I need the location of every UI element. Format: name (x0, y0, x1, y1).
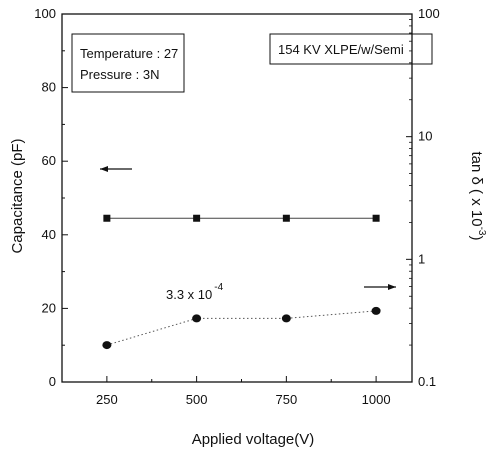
y-left-tick-label: 40 (42, 227, 56, 242)
x-tick-label: 750 (276, 392, 298, 407)
capacitance-point (282, 214, 290, 222)
pressure-text: Pressure : 3N (80, 67, 159, 82)
tan-delta-series (102, 306, 381, 350)
cable-type-text: 154 KV XLPE/w/Semi (278, 42, 404, 57)
capacitance-series (103, 214, 380, 222)
tan-delta-point (371, 306, 381, 315)
y-right-tick-label: 10 (418, 129, 432, 144)
temperature-text: Temperature : 27 (80, 46, 178, 61)
y-left-tick-label: 100 (34, 6, 56, 21)
y-left-tick-label: 60 (42, 153, 56, 168)
y-right-axis-title: tan δ ( x 10-3) (468, 152, 487, 241)
cable-box (269, 33, 433, 65)
capacitance-point (372, 214, 380, 222)
capacitance-point (103, 214, 111, 222)
tan-delta-line (106, 310, 377, 346)
y-left-tick-label: 80 (42, 80, 56, 95)
x-tick-label: 250 (96, 392, 118, 407)
axes: 250 500 750 1000 0 20 40 60 80 100 0.1 1 10 100 (34, 6, 439, 407)
x-tick-label: 1000 (362, 392, 391, 407)
y-right-tick-label: 0.1 (418, 374, 436, 389)
x-tick-label: 500 (186, 392, 208, 407)
tan-delta-point (192, 314, 202, 323)
y-left-axis-title: Capacitance (pF) (9, 138, 26, 253)
right-arrow (364, 284, 396, 290)
conditions-box (71, 33, 185, 93)
tan-delta-point (281, 314, 291, 323)
y-left-tick-label: 20 (42, 300, 56, 315)
tan-delta-point (102, 341, 112, 350)
capacitance-point (193, 214, 201, 222)
x-axis-title: Applied voltage(V) (192, 431, 315, 448)
left-arrow (100, 166, 132, 172)
y-left-tick-label: 0 (49, 374, 56, 389)
y-right-tick-label: 1 (418, 251, 425, 266)
value-annotation: 3.3 x 10 -4 (166, 282, 224, 302)
y-right-tick-label: 100 (418, 6, 440, 21)
